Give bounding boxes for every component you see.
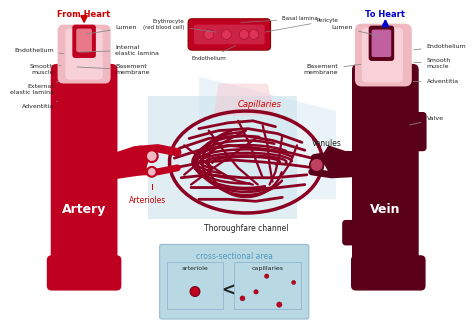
Circle shape	[239, 30, 249, 39]
Text: Vein: Vein	[370, 203, 401, 215]
FancyBboxPatch shape	[76, 29, 92, 52]
Circle shape	[240, 296, 245, 301]
Text: To Heart: To Heart	[365, 10, 405, 19]
Text: Smooth
muscle: Smooth muscle	[414, 58, 451, 69]
Text: Thoroughfare channel: Thoroughfare channel	[204, 224, 288, 233]
Text: Lumen: Lumen	[87, 25, 137, 34]
Text: Arterioles: Arterioles	[129, 196, 166, 205]
Circle shape	[254, 289, 258, 294]
Text: External
elastic lamina: External elastic lamina	[10, 82, 59, 95]
FancyBboxPatch shape	[51, 64, 118, 282]
FancyBboxPatch shape	[160, 244, 309, 319]
Circle shape	[190, 287, 200, 296]
Text: Basement
membrane: Basement membrane	[77, 64, 150, 75]
FancyBboxPatch shape	[351, 255, 426, 290]
Circle shape	[204, 30, 214, 39]
Text: Lumen: Lumen	[332, 25, 379, 36]
Text: Valve: Valve	[410, 116, 444, 125]
FancyBboxPatch shape	[403, 112, 427, 151]
FancyBboxPatch shape	[342, 220, 368, 245]
Circle shape	[221, 30, 231, 39]
FancyBboxPatch shape	[194, 25, 264, 44]
Circle shape	[264, 274, 269, 278]
Text: Venules: Venules	[311, 139, 341, 148]
Text: cross-sectional area: cross-sectional area	[196, 252, 273, 261]
Polygon shape	[148, 96, 297, 219]
Text: Capillaries: Capillaries	[238, 100, 282, 109]
FancyBboxPatch shape	[234, 262, 301, 309]
Text: Adventitia: Adventitia	[21, 101, 58, 109]
FancyBboxPatch shape	[73, 25, 96, 58]
Text: capillaries: capillaries	[252, 266, 283, 272]
Text: Endothelium: Endothelium	[414, 44, 466, 50]
FancyBboxPatch shape	[58, 25, 110, 83]
Circle shape	[249, 30, 259, 39]
Text: arteriole: arteriole	[182, 266, 209, 272]
Polygon shape	[199, 77, 336, 199]
FancyBboxPatch shape	[166, 262, 223, 309]
Text: Adventitia: Adventitia	[414, 79, 459, 84]
Polygon shape	[320, 145, 358, 172]
FancyBboxPatch shape	[369, 26, 394, 61]
Text: Basal lamina: Basal lamina	[241, 16, 318, 22]
Polygon shape	[111, 145, 150, 180]
Polygon shape	[214, 83, 275, 116]
Circle shape	[147, 167, 157, 177]
Text: Basement
membrane: Basement membrane	[304, 64, 361, 75]
FancyBboxPatch shape	[65, 29, 103, 80]
FancyBboxPatch shape	[352, 64, 419, 282]
FancyBboxPatch shape	[362, 28, 403, 82]
Text: Artery: Artery	[62, 203, 106, 215]
FancyBboxPatch shape	[47, 255, 121, 290]
Text: Endothelium: Endothelium	[191, 45, 236, 61]
Text: From Heart: From Heart	[57, 10, 111, 19]
Circle shape	[277, 302, 282, 307]
FancyBboxPatch shape	[372, 30, 391, 57]
Text: Internal
elastic lamina: Internal elastic lamina	[79, 45, 159, 55]
Circle shape	[146, 150, 158, 162]
Text: Pericyte: Pericyte	[265, 18, 338, 32]
Text: Erythrocyte
(red blood cell): Erythrocyte (red blood cell)	[143, 19, 216, 32]
Text: Endothelium: Endothelium	[14, 48, 64, 54]
Circle shape	[292, 280, 296, 285]
Text: Smooth
muscle: Smooth muscle	[29, 64, 61, 75]
Text: <: <	[221, 282, 236, 300]
FancyBboxPatch shape	[355, 24, 412, 86]
FancyBboxPatch shape	[188, 19, 271, 50]
Circle shape	[310, 158, 324, 172]
